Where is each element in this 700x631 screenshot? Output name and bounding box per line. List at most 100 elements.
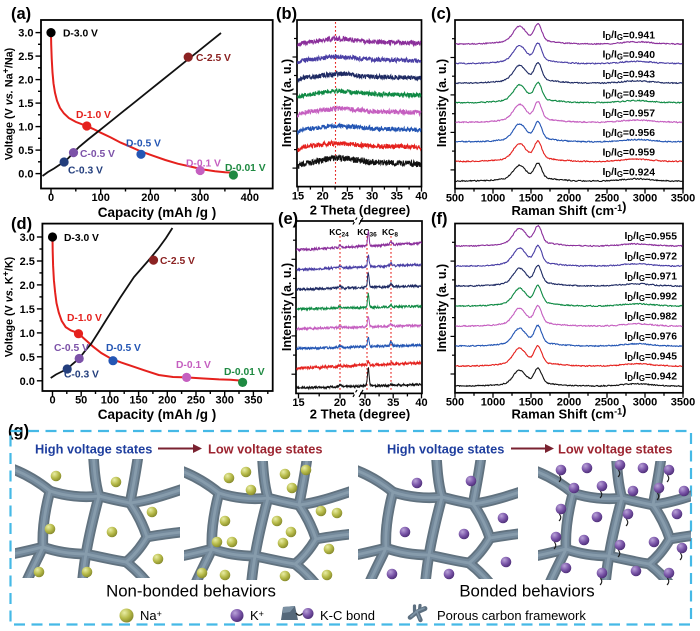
svg-text:100: 100 [101,394,119,406]
svg-text:3.0: 3.0 [20,232,35,244]
svg-text:250: 250 [187,394,205,406]
svg-text:(f): (f) [431,210,447,228]
svg-text:3500: 3500 [671,192,695,204]
svg-text:0.0: 0.0 [18,169,33,181]
svg-text:30: 30 [366,190,378,202]
svg-text:D-1.0 V: D-1.0 V [76,110,111,121]
svg-text:350: 350 [244,394,262,406]
svg-text:2000: 2000 [557,397,581,409]
svg-text:2500: 2500 [595,397,619,409]
svg-text:ID/IG=0.972: ID/IG=0.972 [625,251,678,263]
svg-text:35: 35 [391,190,403,202]
svg-text:C-2.5 V: C-2.5 V [196,53,231,64]
svg-text:0.5: 0.5 [18,145,33,157]
svg-text:(b): (b) [276,5,297,23]
svg-text:ID/IG=0.943: ID/IG=0.943 [603,69,656,81]
svg-text:1000: 1000 [481,397,505,409]
svg-text:1500: 1500 [519,192,543,204]
svg-text:15: 15 [292,190,304,202]
svg-text:C-0.3 V: C-0.3 V [68,166,103,177]
svg-text:1.0: 1.0 [18,122,33,134]
svg-text:1.0: 1.0 [20,328,35,340]
svg-text:ID/IG=0.941: ID/IG=0.941 [603,30,656,42]
svg-text:3000: 3000 [633,397,657,409]
svg-text:20: 20 [317,190,329,202]
svg-text:Non-bonded behaviors: Non-bonded behaviors [106,582,276,601]
svg-text:2.5: 2.5 [20,256,35,268]
svg-text:C-0.5 V: C-0.5 V [54,343,89,354]
svg-text:ID/IG=0.982: ID/IG=0.982 [625,311,678,323]
svg-text:400: 400 [241,192,259,204]
svg-text:(a): (a) [11,5,31,23]
svg-text:ID/IG=0.976: ID/IG=0.976 [625,331,678,343]
svg-text:KC36: KC36 [357,227,377,239]
svg-text:1.5: 1.5 [18,98,33,110]
svg-text:1500: 1500 [519,397,543,409]
svg-text:D-0.01 V: D-0.01 V [225,163,266,174]
svg-text:300: 300 [191,192,209,204]
svg-text:(d): (d) [11,215,32,233]
svg-text:(c): (c) [431,5,451,23]
svg-text:D-3.0 V: D-3.0 V [63,29,98,40]
svg-text:Low voltage states: Low voltage states [208,442,323,457]
svg-text:Porous carbon framework: Porous carbon framework [437,608,586,623]
svg-text:ID/IG=0.940: ID/IG=0.940 [603,50,656,62]
svg-text:Intensity (a. u.): Intensity (a. u.) [435,59,449,147]
svg-text:15: 15 [292,397,304,409]
svg-text:(e): (e) [278,210,298,228]
svg-text:200: 200 [158,394,176,406]
svg-text:D-0.1 V: D-0.1 V [176,360,211,371]
svg-text:Voltage (V vs. K+/K): Voltage (V vs. K+/K) [1,256,16,357]
svg-text:High voltage states: High voltage states [35,442,152,457]
svg-text:200: 200 [141,192,159,204]
svg-text:ID/IG=0.957: ID/IG=0.957 [603,108,656,120]
svg-text:C-0.5 V: C-0.5 V [80,149,115,160]
svg-text:2.0: 2.0 [18,75,33,87]
svg-text:0.0: 0.0 [20,376,35,388]
svg-text:Intensity (a. u.): Intensity (a. u.) [280,263,294,351]
svg-text:D-1.0 V: D-1.0 V [67,313,102,324]
svg-text:ID/IG=0.924: ID/IG=0.924 [603,167,656,179]
svg-text:2 Theta (degree): 2 Theta (degree) [310,407,410,422]
svg-text:50: 50 [75,394,87,406]
svg-text:3500: 3500 [671,397,695,409]
svg-text:500: 500 [446,397,464,409]
svg-text:Low voltage states: Low voltage states [558,442,673,457]
svg-text:C-0.3 V: C-0.3 V [64,370,99,381]
svg-text:2500: 2500 [595,192,619,204]
svg-text:100: 100 [92,192,110,204]
svg-text:1.5: 1.5 [20,304,35,316]
svg-text:35: 35 [387,397,399,409]
svg-text:3000: 3000 [633,192,657,204]
svg-text:Voltage (V vs. Na+/Na): Voltage (V vs. Na+/Na) [1,47,16,160]
svg-text:30: 30 [359,397,371,409]
svg-text:High voltage states: High voltage states [387,442,504,457]
svg-text:500: 500 [446,192,464,204]
svg-text:ID/IG=0.971: ID/IG=0.971 [625,271,678,283]
svg-text:20: 20 [334,397,346,409]
svg-text:40: 40 [415,190,427,202]
svg-text:C-2.5 V: C-2.5 V [160,256,195,267]
svg-text:300: 300 [216,394,234,406]
svg-text:Na+: Na+ [140,608,162,623]
svg-text:ID/IG=0.956: ID/IG=0.956 [603,128,656,140]
svg-text:2 Theta (degree): 2 Theta (degree) [310,203,410,218]
svg-text:Intensity (a. u.): Intensity (a. u.) [280,59,294,147]
svg-text:ID/IG=0.959: ID/IG=0.959 [603,147,656,159]
svg-text:D-3.0 V: D-3.0 V [64,233,99,244]
svg-text:D-0.5 V: D-0.5 V [126,139,161,150]
svg-text:1000: 1000 [481,192,505,204]
svg-text:2000: 2000 [557,192,581,204]
svg-text:Raman Shift (cm-1): Raman Shift (cm-1) [512,403,627,422]
svg-text:3.0: 3.0 [18,28,33,40]
svg-text:25: 25 [341,190,353,202]
svg-text:D-0.5 V: D-0.5 V [106,343,141,354]
svg-text:ID/IG=0.945: ID/IG=0.945 [625,351,678,363]
svg-text:K-C bond: K-C bond [320,608,375,623]
svg-text:0: 0 [48,192,54,204]
svg-text:D-0.01 V: D-0.01 V [224,367,265,378]
svg-text:Bonded behaviors: Bonded behaviors [459,582,594,601]
svg-text:KC24: KC24 [329,227,349,239]
svg-text:KC8: KC8 [382,227,398,239]
svg-text:Capacity (mAh /g ): Capacity (mAh /g ) [98,205,217,220]
